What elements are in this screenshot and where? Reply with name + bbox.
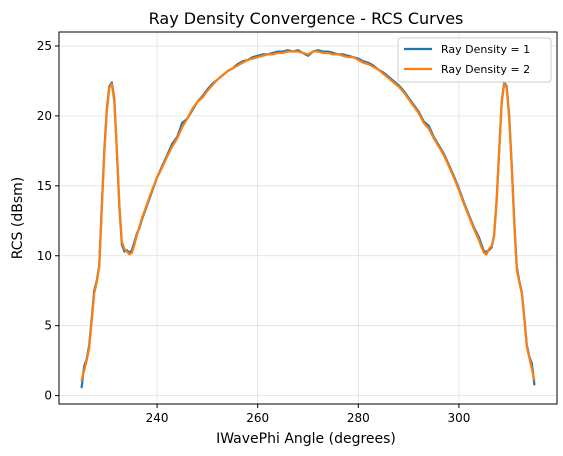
legend-label-ray-density-2: Ray Density = 2 [441,63,530,76]
x-tick-label-240: 240 [146,411,169,425]
axis-ticks: 240 260 280 300 0 5 10 15 20 25 [37,39,471,425]
x-tick-label-300: 300 [447,411,470,425]
y-tick-label-15: 15 [37,179,52,193]
x-tick-label-260: 260 [246,411,269,425]
series-line-ray-density-2 [80,50,536,382]
series-lines [80,49,536,389]
x-axis-label: IWavePhi Angle (degrees) [216,431,396,447]
y-tick-label-5: 5 [44,319,52,333]
chart-title: Ray Density Convergence - RCS Curves [149,9,464,28]
x-tick-label-280: 280 [347,411,370,425]
y-tick-label-25: 25 [37,39,52,53]
chart-legend: Ray Density = 1 Ray Density = 2 [397,37,552,83]
legend-label-ray-density-1: Ray Density = 1 [441,43,530,56]
y-axis-label: RCS (dBsm) [10,177,26,260]
y-tick-label-0: 0 [44,389,52,403]
y-tick-label-20: 20 [37,109,52,123]
plot-frame [58,31,558,405]
legend-box [397,37,552,83]
y-tick-label-10: 10 [37,249,52,263]
